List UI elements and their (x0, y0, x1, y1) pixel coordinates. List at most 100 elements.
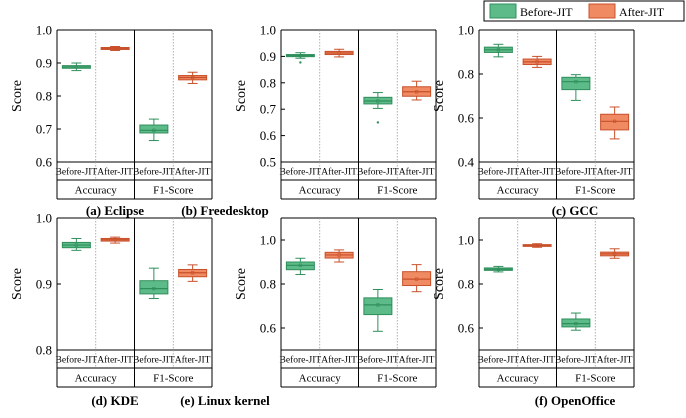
box-after-jit (324, 48, 354, 58)
y-tick-label: 1.0 (260, 23, 276, 38)
panel-title: (d) KDE (91, 393, 138, 408)
y-tick-label: 0.8 (36, 343, 52, 358)
y-tick-label: 0.6 (36, 155, 53, 170)
x-tick-label: Before-JIT (357, 355, 399, 366)
legend-box (483, 0, 685, 22)
x-tick-label: After-JIT (597, 355, 633, 366)
x-group-label: Accuracy (75, 185, 118, 197)
box-after-jit (402, 264, 432, 293)
y-axis-label: Score (234, 80, 249, 112)
x-tick-label: Before-JIT (56, 355, 98, 366)
mean-marker (113, 238, 117, 242)
box-before-jit (561, 74, 591, 101)
mean-marker (535, 243, 539, 248)
y-tick-label: 1.0 (36, 23, 52, 38)
x-tick-label: After-JIT (321, 355, 357, 366)
mean-marker (496, 267, 500, 271)
chart-panel-3: 0.4 0.6 0.8 1.0 Score Before-JIT After-JIT Befo… (432, 23, 635, 200)
mean-marker (415, 277, 419, 281)
box-before-jit (61, 237, 91, 251)
y-tick-label: 0.6 (458, 321, 475, 336)
mean-marker (574, 321, 578, 326)
mean-marker (376, 303, 380, 307)
box-before-jit (483, 43, 513, 58)
mean-marker (298, 263, 302, 267)
y-tick-label: 1.0 (458, 23, 474, 38)
x-tick-label: Before-JIT (555, 355, 597, 366)
box-after-jit (402, 80, 432, 101)
y-tick-label: 0.8 (458, 67, 474, 82)
mean-marker (298, 54, 302, 58)
box-before-jit (139, 267, 169, 300)
box-before-jit (363, 289, 393, 332)
y-tick-label: 0.9 (260, 49, 276, 64)
box-iqr (561, 318, 591, 328)
x-tick-label: After-JIT (175, 167, 211, 178)
legend-label: After-JIT (619, 5, 665, 19)
y-axis-label: Score (10, 80, 25, 112)
y-tick-label: 1.0 (260, 233, 276, 248)
x-group-label: Accuracy (299, 185, 342, 197)
x-tick-label: Before-JIT (478, 167, 520, 178)
x-group-label: Accuracy (75, 373, 118, 385)
x-tick-label: Before-JIT (280, 167, 322, 178)
panel-title: (a) Eclipse (86, 203, 144, 218)
x-group-label: F1-Score (153, 373, 193, 385)
y-tick-label: 0.6 (458, 111, 475, 126)
x-tick-label: Before-JIT (133, 355, 175, 366)
box-before-jit (483, 265, 513, 273)
mean-marker (376, 99, 380, 103)
mean-marker (574, 80, 578, 84)
y-tick-label: 0.8 (36, 89, 52, 104)
x-group-label: F1-Score (575, 185, 615, 197)
box-before-jit (363, 92, 393, 124)
mean-marker (496, 48, 500, 52)
x-group-label: Accuracy (497, 373, 540, 385)
box-after-jit (522, 55, 552, 68)
x-tick-label: Before-JIT (56, 167, 98, 178)
y-tick-label: 0.8 (260, 277, 276, 292)
legend-label: Before-JIT (520, 5, 573, 19)
x-tick-label: Before-JIT (478, 355, 520, 366)
y-tick-label: 0.8 (260, 75, 276, 90)
mean-marker (191, 271, 195, 275)
y-axis-label: Score (432, 268, 447, 300)
x-group-label: Accuracy (497, 185, 540, 197)
box-after-jit (178, 71, 208, 84)
box-after-jit (600, 248, 630, 259)
box-after-jit (100, 236, 130, 244)
mean-marker (191, 75, 195, 80)
box-after-jit (522, 243, 552, 248)
x-tick-label: After-JIT (399, 355, 435, 366)
box-before-jit (61, 62, 91, 72)
mean-marker (152, 128, 156, 132)
y-axis-label: Score (234, 268, 249, 300)
x-tick-label: After-JIT (97, 167, 133, 178)
x-tick-label: After-JIT (175, 355, 211, 366)
box-after-jit (178, 264, 208, 282)
box-after-jit (100, 46, 130, 51)
y-tick-label: 0.6 (260, 128, 277, 143)
x-tick-label: Before-JIT (280, 355, 322, 366)
y-tick-label: 0.4 (458, 155, 475, 170)
mean-marker (74, 243, 78, 247)
mean-marker (337, 253, 341, 257)
x-tick-label: After-JIT (519, 167, 555, 178)
mean-marker (415, 90, 419, 94)
x-group-label: F1-Score (153, 185, 193, 197)
mean-marker (613, 252, 617, 256)
y-tick-label: 0.5 (260, 155, 276, 170)
x-tick-label: Before-JIT (357, 167, 399, 178)
x-tick-label: Before-JIT (133, 167, 175, 178)
mean-marker (535, 60, 539, 64)
y-axis-label: Score (432, 80, 447, 112)
y-tick-label: 0.8 (458, 277, 474, 292)
y-tick-label: 0.9 (36, 277, 52, 292)
y-tick-label: 0.7 (36, 122, 53, 137)
x-tick-label: Before-JIT (555, 167, 597, 178)
